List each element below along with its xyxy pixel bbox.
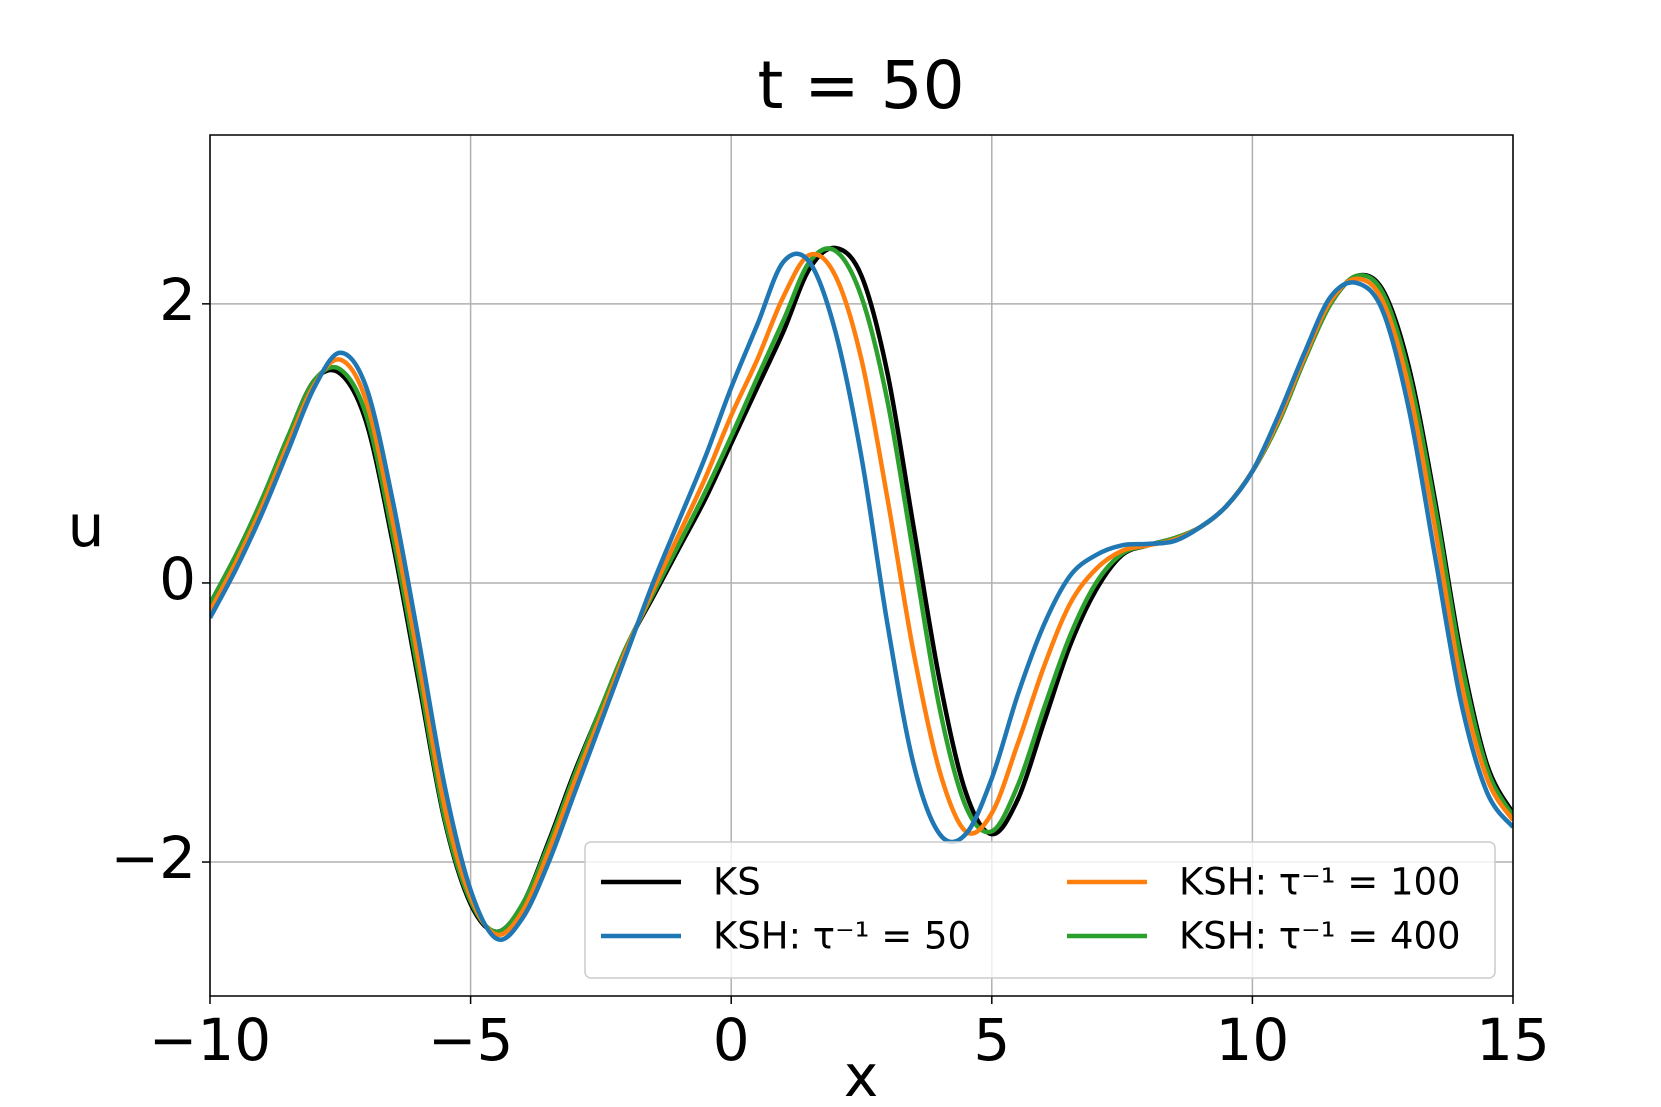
y-tick-label: −2 <box>111 824 197 892</box>
legend-box <box>584 841 1496 979</box>
x-tick-label: 15 <box>1476 1006 1550 1074</box>
x-axis-label: x <box>844 1042 878 1107</box>
legend-label: KSH: τ⁻¹ = 50 <box>713 915 971 958</box>
chart-title: t = 50 <box>757 47 964 124</box>
series-line <box>210 251 1513 938</box>
series-line <box>210 251 1513 942</box>
x-tick-label: −10 <box>149 1006 271 1074</box>
x-tick-label: 0 <box>713 1006 750 1074</box>
x-tick-label: 10 <box>1215 1006 1289 1074</box>
y-tick-label: 2 <box>159 266 196 334</box>
legend-label: KS <box>713 861 761 904</box>
plot-frame <box>209 134 1514 997</box>
y-tick-label: 0 <box>159 545 196 613</box>
y-axis-label: u <box>68 492 105 560</box>
x-tick-label: 5 <box>973 1006 1010 1074</box>
legend-label: KSH: τ⁻¹ = 100 <box>1179 861 1461 904</box>
legend-label: KSH: τ⁻¹ = 400 <box>1179 915 1461 958</box>
x-tick-label: −5 <box>428 1006 514 1074</box>
